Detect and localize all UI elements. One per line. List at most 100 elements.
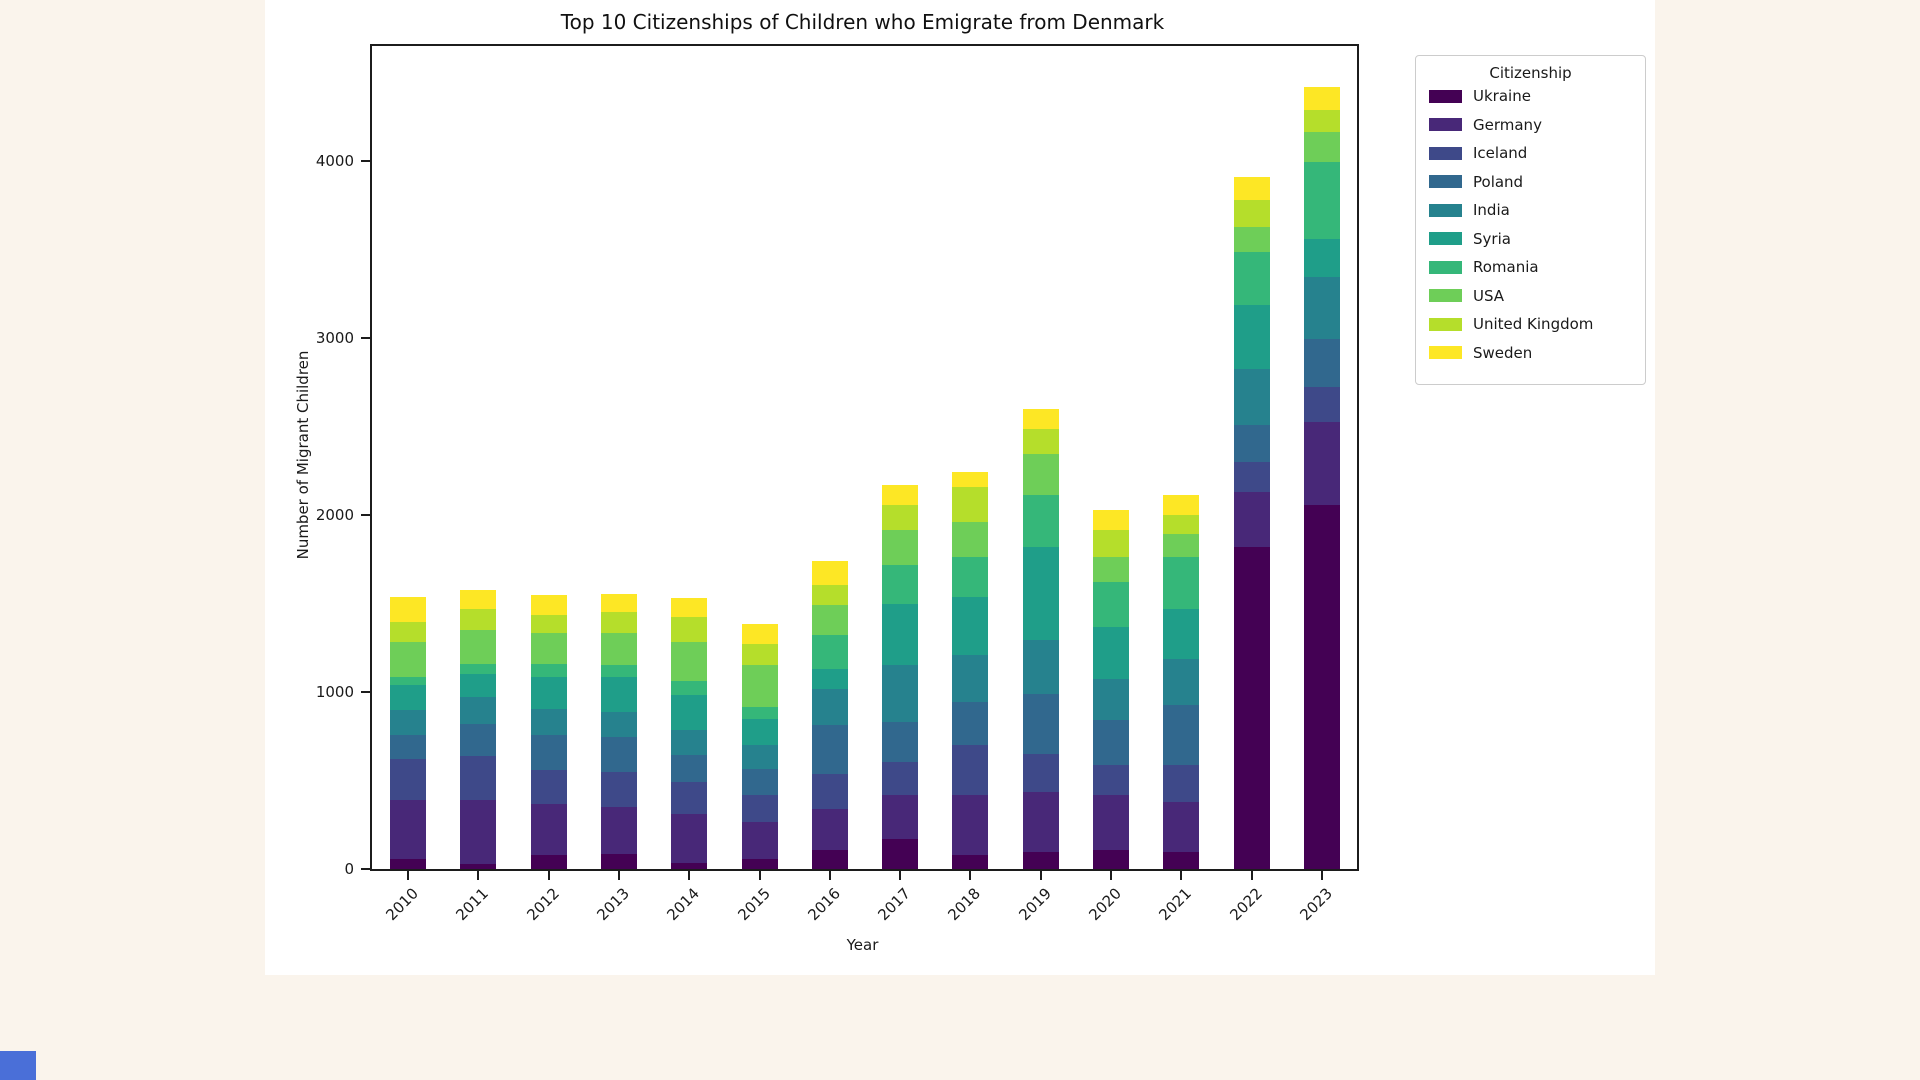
segment-2023-poland [1303, 338, 1340, 388]
segment-2011-romania [460, 664, 497, 674]
segment-2016-iceland [811, 773, 848, 809]
segment-2011-india [460, 696, 497, 725]
legend-swatch-iceland [1429, 146, 1462, 160]
segment-2016-romania [811, 635, 848, 669]
segment-2017-poland [882, 721, 919, 762]
y-tick [361, 337, 370, 340]
segment-2021-united-kingdom [1163, 515, 1200, 534]
segment-2022-united-kingdom [1233, 199, 1270, 227]
segment-2021-iceland [1163, 764, 1200, 802]
segment-2014-ukraine [671, 862, 708, 869]
segment-2015-romania [741, 707, 778, 719]
segment-2017-usa [882, 530, 919, 566]
bar-2023 [1303, 46, 1340, 869]
x-tick-label-2010: 2010 [382, 884, 423, 925]
x-tick [758, 871, 761, 880]
corner-accent [0, 1051, 36, 1080]
legend-label: Syria [1473, 229, 1511, 248]
segment-2022-usa [1233, 226, 1270, 252]
segment-2017-romania [882, 565, 919, 605]
y-tick-label: 4000 [315, 152, 354, 171]
bar-2016 [811, 46, 848, 869]
segment-2018-united-kingdom [952, 487, 989, 522]
segment-2010-iceland [390, 758, 426, 801]
segment-2010-usa [390, 641, 426, 677]
segment-2012-syria [530, 676, 567, 709]
segment-2019-usa [1022, 453, 1059, 495]
segment-2013-poland [600, 736, 637, 773]
x-tick [617, 871, 620, 880]
x-tick [407, 871, 409, 880]
legend-label: USA [1473, 286, 1505, 305]
segment-2019-iceland [1022, 753, 1059, 793]
segment-2019-india [1022, 640, 1059, 694]
legend-label: Iceland [1473, 144, 1528, 163]
segment-2019-poland [1022, 693, 1059, 754]
segment-2021-india [1163, 658, 1200, 705]
legend-swatch-usa [1429, 289, 1462, 303]
segment-2022-iceland [1233, 461, 1270, 493]
legend-item-germany: Germany [1416, 111, 1645, 140]
legend-title: Citizenship [1489, 64, 1572, 82]
segment-2012-usa [530, 633, 567, 664]
segment-2014-romania [671, 681, 708, 696]
x-tick-label-2014: 2014 [663, 884, 704, 925]
legend-swatch-poland [1429, 175, 1462, 189]
bar-2017 [882, 46, 919, 869]
segment-2013-ukraine [600, 853, 637, 869]
segment-2023-syria [1303, 238, 1340, 277]
segment-2021-germany [1163, 801, 1200, 852]
legend: Citizenship Ukraine Germany Iceland Poland I… [1415, 55, 1646, 385]
legend-label: India [1473, 201, 1510, 220]
segment-2021-romania [1163, 556, 1200, 610]
segment-2019-ukraine [1022, 852, 1059, 869]
segment-2016-usa [811, 605, 848, 636]
segment-2015-ukraine [741, 859, 778, 869]
segment-2010-india [390, 710, 426, 736]
legend-item-ukraine: Ukraine [1416, 82, 1645, 111]
legend-swatch-sweden [1429, 346, 1462, 360]
segment-2019-syria [1022, 546, 1059, 641]
segment-2020-germany [1093, 795, 1129, 851]
segment-2015-iceland [741, 795, 778, 822]
segment-2020-united-kingdom [1093, 530, 1129, 557]
segment-2012-poland [530, 735, 567, 770]
bar-2014 [671, 46, 708, 869]
segment-2016-syria [811, 668, 848, 689]
segment-2011-poland [460, 724, 497, 756]
bar-2018 [952, 46, 989, 869]
segment-2023-sweden [1303, 87, 1340, 111]
x-tick-label-2017: 2017 [874, 884, 915, 925]
legend-label: Germany [1473, 115, 1542, 134]
x-tick [477, 871, 480, 880]
segment-2020-syria [1093, 627, 1129, 679]
segment-2023-united-kingdom [1303, 110, 1340, 133]
legend-item-romania: Romania [1416, 253, 1645, 282]
legend-rows: Ukraine Germany Iceland Poland India Syria Rom… [1416, 82, 1645, 367]
segment-2022-ukraine [1233, 546, 1270, 869]
segment-2018-iceland [952, 745, 989, 795]
segment-2011-germany [460, 800, 497, 864]
bar-2012 [530, 46, 567, 869]
legend-swatch-united-kingdom [1429, 317, 1462, 331]
x-tick-label-2018: 2018 [944, 884, 985, 925]
x-tick-label-2011: 2011 [452, 884, 493, 925]
segment-2019-germany [1022, 792, 1059, 853]
segment-2017-iceland [882, 761, 919, 796]
legend-item-iceland: Iceland [1416, 139, 1645, 168]
segment-2018-sweden [952, 472, 989, 488]
segment-2012-germany [530, 803, 567, 856]
segment-2017-united-kingdom [882, 505, 919, 531]
segment-2017-syria [882, 604, 919, 665]
segment-2019-united-kingdom [1022, 428, 1059, 454]
x-tick-label-2012: 2012 [522, 884, 563, 925]
segment-2020-india [1093, 678, 1129, 720]
segment-2012-india [530, 708, 567, 736]
segment-2020-ukraine [1093, 850, 1129, 869]
segment-2010-romania [390, 676, 426, 686]
segment-2020-poland [1093, 719, 1129, 765]
y-tick [361, 868, 370, 870]
x-tick-label-2015: 2015 [733, 884, 774, 925]
segment-2018-poland [952, 701, 989, 746]
